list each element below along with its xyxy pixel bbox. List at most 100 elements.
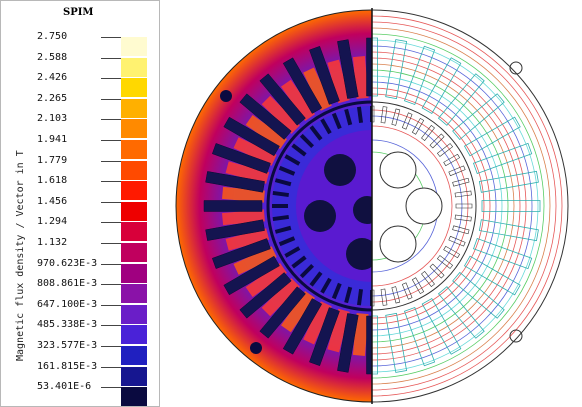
rotor-slot-outline <box>391 108 401 126</box>
flux-line <box>372 125 453 287</box>
flux-line <box>372 115 463 297</box>
stator-slot <box>205 171 265 193</box>
rotor-bar <box>291 143 307 157</box>
rotor-slot-outline <box>436 143 454 157</box>
legend-color-swatch <box>121 201 147 221</box>
stator-slot-outline <box>452 271 505 319</box>
legend-level-label: 2.426 <box>37 72 68 84</box>
mount-hole <box>250 342 262 354</box>
stator-slot-outline <box>478 170 539 193</box>
flux-line <box>372 87 491 325</box>
stator-tooth <box>303 67 332 111</box>
rotor-bar <box>344 286 353 304</box>
shaft <box>353 196 372 224</box>
stator-tooth <box>225 161 270 184</box>
stator-slot-outline <box>463 116 521 157</box>
stator-teeth <box>222 56 369 356</box>
rotor-slot-outline <box>401 282 413 300</box>
flux-line <box>372 81 497 331</box>
stator-tooth <box>327 59 350 104</box>
rotor-bar <box>284 154 301 166</box>
rotor-bar <box>291 255 307 269</box>
stator-slot <box>282 57 323 114</box>
stator-slot-outline <box>385 39 408 100</box>
legend-color-swatch <box>121 346 147 365</box>
flux-line <box>372 51 527 361</box>
air-gap <box>266 100 372 312</box>
rotor-slot-outline <box>429 133 445 149</box>
rotor-slot-outline <box>401 112 413 130</box>
rotor-slot-outline <box>429 263 445 279</box>
rotor-bar <box>272 204 288 208</box>
stator-slot-outline <box>385 312 408 373</box>
rotor-slot-outline <box>411 277 425 295</box>
legend-color-swatch <box>121 243 147 262</box>
rotor-hole-outline <box>405 187 443 225</box>
legend-level-label: 485.338E-3 <box>37 319 98 331</box>
flux-line <box>372 75 503 337</box>
legend-level-label: 647.100E-3 <box>37 298 98 310</box>
stator-slot <box>211 238 271 269</box>
stator-slot <box>309 307 340 367</box>
flux-line <box>372 39 539 373</box>
rotor-bar <box>278 165 296 176</box>
legend-color-swatch <box>121 387 147 407</box>
stator-tooth <box>261 95 300 134</box>
legend-level-label: 1.294 <box>37 216 68 228</box>
rotor-slot-outline <box>448 165 466 177</box>
legend-color-swatch <box>121 304 147 324</box>
rotor-slot-outline <box>411 117 425 135</box>
legend-color-swatch <box>121 78 147 98</box>
color-legend: SPIM Magnetic flux density / Vector in T… <box>0 0 160 407</box>
flux-line <box>372 33 545 379</box>
legend-level-label: 1.132 <box>37 237 68 248</box>
rotor-hole <box>304 200 336 232</box>
stator-slot-outlines <box>372 37 541 375</box>
stator-slots <box>203 37 372 375</box>
rotor-hole-outline <box>379 225 417 263</box>
legend-level-label: 323.577E-3 <box>37 340 98 351</box>
legend-level-label: 2.265 <box>37 92 68 104</box>
stator-slot <box>205 219 265 241</box>
flux-contour-plot <box>372 8 582 404</box>
stator-tooth <box>245 115 287 149</box>
stator-slot <box>337 313 359 373</box>
stator-slot <box>282 298 323 355</box>
rotor-slot-outline <box>454 214 472 222</box>
rotor-slot-outline <box>454 190 472 198</box>
flux-line <box>372 45 533 367</box>
rotor-slot-outline <box>455 203 473 209</box>
stator-tooth <box>261 278 300 317</box>
stator-slot-outline <box>372 37 378 97</box>
rotor-slot-outline <box>372 105 375 123</box>
rotor-slot-outline <box>448 235 466 247</box>
rotor-bar <box>357 289 363 306</box>
flux-line <box>372 63 515 349</box>
legend-axis-label: Magnetic flux density / Vector in T <box>15 150 26 361</box>
flux-lines <box>372 15 563 397</box>
flux-line <box>372 57 521 355</box>
stator-tooth <box>233 137 277 166</box>
legend-color-swatch <box>121 284 147 304</box>
stator-slot <box>259 73 306 126</box>
air-gap-outline <box>372 101 477 311</box>
rotor-bar <box>309 271 323 287</box>
rotor-slot-outline <box>421 124 435 142</box>
rotor-bar <box>331 282 342 300</box>
legend-level-label: 2.750 <box>37 31 68 42</box>
rotor-slot-outline <box>452 177 470 187</box>
rotor-bar <box>320 277 332 294</box>
legend-level-label: 2.588 <box>37 51 68 63</box>
legend-level-label: 161.815E-3 <box>37 360 98 372</box>
legend-level-label: 1.779 <box>37 154 68 166</box>
rotor-hole <box>324 154 356 186</box>
flux-line <box>372 15 563 397</box>
rotor-bar <box>272 215 289 221</box>
flux-line <box>372 27 551 385</box>
stator-slot-outline <box>421 57 462 115</box>
legend-level-label: 1.941 <box>37 134 68 145</box>
mount-hole-outline <box>509 61 523 75</box>
rotor-slot-outline <box>421 270 435 288</box>
stator-slot <box>366 37 372 97</box>
rotor-bar <box>320 118 332 135</box>
